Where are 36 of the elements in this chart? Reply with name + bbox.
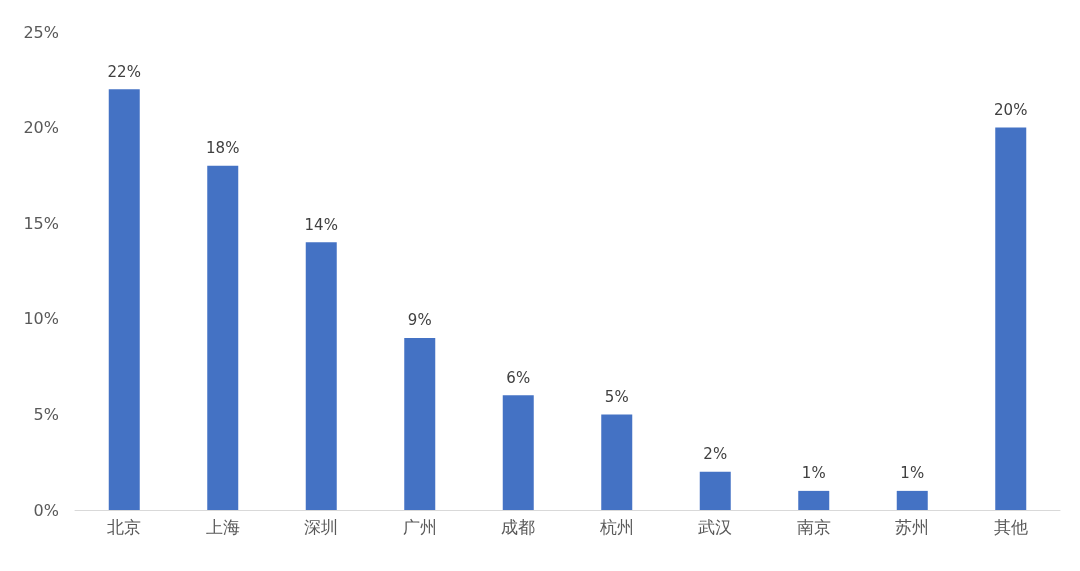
x-tick-label: 成都 [501, 516, 536, 537]
y-tick-label: 15% [23, 213, 59, 233]
x-tick-label: 深圳 [304, 516, 339, 537]
data-label: 22% [107, 62, 141, 81]
bar [995, 127, 1027, 510]
x-tick-label: 南京 [796, 516, 831, 537]
x-tick-label: 北京 [107, 516, 142, 537]
bar [305, 242, 337, 510]
bar [601, 414, 633, 510]
bar [896, 490, 928, 510]
data-label: 14% [304, 215, 338, 234]
data-label: 18% [206, 139, 240, 158]
data-label: 20% [994, 101, 1028, 120]
data-label: 2% [703, 445, 728, 464]
data-label: 1% [801, 464, 826, 483]
x-tick-label: 武汉 [698, 516, 733, 537]
bar [207, 165, 239, 510]
data-label: 5% [604, 387, 629, 406]
bar [699, 471, 731, 510]
x-tick-label: 苏州 [895, 516, 930, 537]
y-tick-label: 10% [23, 309, 59, 329]
data-label: 9% [407, 311, 432, 330]
bar [502, 395, 534, 510]
data-label: 1% [900, 464, 925, 483]
y-tick-label: 0% [33, 500, 59, 520]
x-tick-label: 上海 [205, 516, 240, 537]
x-tick-label: 广州 [402, 516, 437, 537]
x-tick-label: 其他 [993, 516, 1028, 537]
x-tick-label: 杭州 [598, 516, 634, 537]
y-tick-label: 5% [33, 404, 59, 424]
bar [798, 490, 830, 510]
bar [108, 89, 140, 510]
y-tick-label: 20% [23, 118, 59, 138]
bar [404, 337, 436, 510]
y-tick-label: 25% [23, 22, 59, 42]
data-label: 6% [506, 368, 531, 387]
